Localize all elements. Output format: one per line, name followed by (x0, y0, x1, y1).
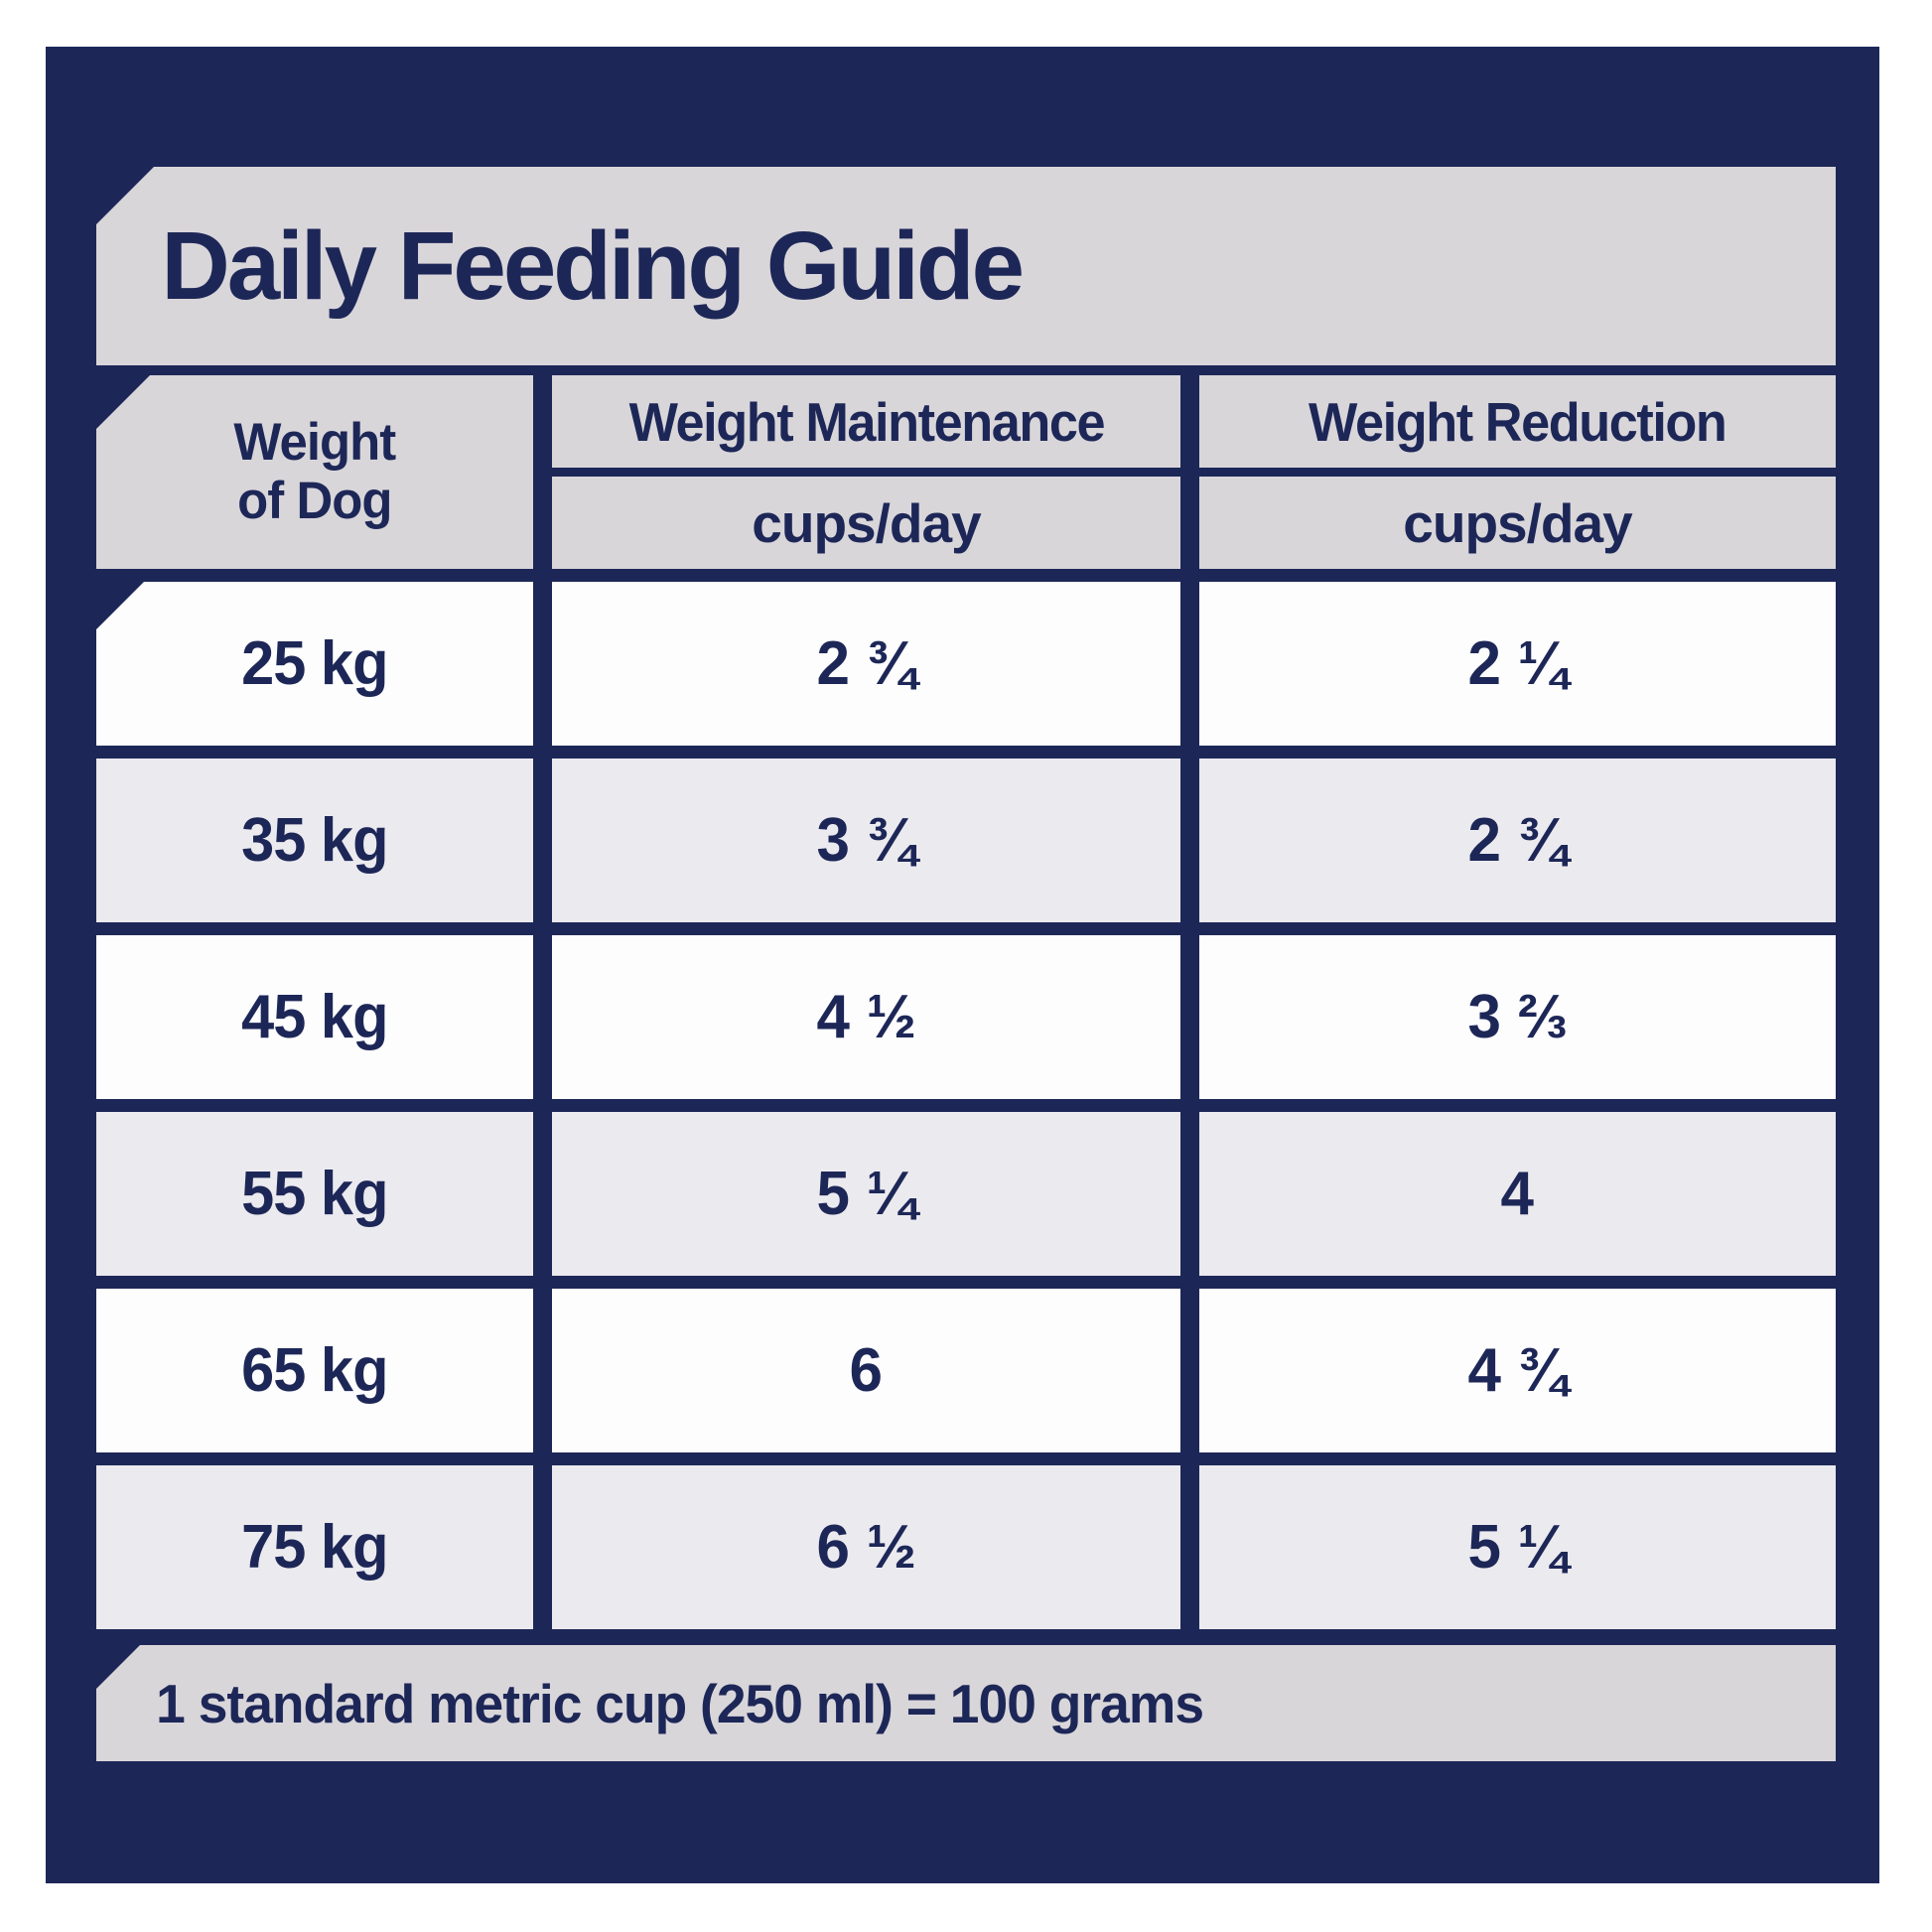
maintenance-value: 5 ¼ (816, 1160, 916, 1228)
feeding-table: Weight of Dog Weight Maintenance cups/da… (96, 375, 1836, 1629)
footer-note: 1 standard metric cup (250 ml) = 100 gra… (156, 1672, 1204, 1734)
maintenance-value: 3 ¾ (816, 806, 916, 875)
reduction-value: 5 ¼ (1467, 1513, 1568, 1582)
table-row-maintenance: 6 ½ (552, 1465, 1180, 1629)
weight-value: 65 kg (241, 1336, 388, 1405)
weight-of-dog-label: Weight of Dog (233, 413, 397, 530)
table-row-reduction: 2 ¾ (1199, 759, 1836, 922)
reduction-value: 4 (1500, 1160, 1535, 1228)
table-row-maintenance: 2 ¾ (552, 582, 1180, 746)
table-row-weight: 65 kg (96, 1289, 533, 1452)
header-weight-maintenance: Weight Maintenance cups/day (552, 375, 1180, 569)
weight-value: 25 kg (241, 629, 388, 698)
weight-value: 35 kg (241, 806, 388, 875)
weight-value: 55 kg (241, 1160, 388, 1228)
maintenance-unit-text: cups/day (752, 491, 981, 554)
table-row-maintenance: 3 ¾ (552, 759, 1180, 922)
weight-reduction-text: Weight Reduction (1309, 390, 1727, 453)
weight-of-dog-line1: Weight (233, 413, 397, 473)
reduction-value: 4 ¾ (1467, 1336, 1568, 1405)
footer-note-banner: 1 standard metric cup (250 ml) = 100 gra… (96, 1645, 1836, 1761)
reduction-unit-text: cups/day (1403, 491, 1632, 554)
table-row-weight: 75 kg (96, 1465, 533, 1629)
table-row-reduction: 2 ¼ (1199, 582, 1836, 746)
reduction-value: 2 ¼ (1467, 629, 1568, 698)
page-title: Daily Feeding Guide (161, 211, 1025, 320)
table-row-reduction: 3 ⅔ (1199, 935, 1836, 1099)
title-banner: Daily Feeding Guide (96, 167, 1836, 365)
table-row-reduction: 4 (1199, 1112, 1836, 1276)
maintenance-unit-label: cups/day (552, 477, 1180, 569)
header-weight-reduction: Weight Reduction cups/day (1199, 375, 1836, 569)
header-divider (552, 468, 1180, 477)
maintenance-value: 6 (849, 1336, 884, 1405)
table-row-maintenance: 4 ½ (552, 935, 1180, 1099)
table-row-weight: 25 kg (96, 582, 533, 746)
maintenance-value: 6 ½ (816, 1513, 916, 1582)
header-divider (1199, 468, 1836, 477)
header-weight-of-dog: Weight of Dog (96, 375, 533, 569)
weight-value: 45 kg (241, 983, 388, 1051)
navy-panel: Daily Feeding Guide Weight of Dog Weight… (46, 47, 1879, 1883)
weight-maintenance-text: Weight Maintenance (628, 390, 1105, 453)
weight-value: 75 kg (241, 1513, 388, 1582)
table-row-reduction: 4 ¾ (1199, 1289, 1836, 1452)
reduction-value: 2 ¾ (1467, 806, 1568, 875)
maintenance-value: 2 ¾ (816, 629, 916, 698)
weight-reduction-label: Weight Reduction (1199, 375, 1836, 468)
reduction-value: 3 ⅔ (1467, 983, 1568, 1051)
weight-maintenance-label: Weight Maintenance (552, 375, 1180, 468)
reduction-unit-label: cups/day (1199, 477, 1836, 569)
maintenance-value: 4 ½ (816, 983, 916, 1051)
table-row-weight: 55 kg (96, 1112, 533, 1276)
table-row-weight: 45 kg (96, 935, 533, 1099)
table-row-maintenance: 6 (552, 1289, 1180, 1452)
weight-of-dog-line2: of Dog (237, 471, 392, 530)
table-row-maintenance: 5 ¼ (552, 1112, 1180, 1276)
table-row-reduction: 5 ¼ (1199, 1465, 1836, 1629)
table-row-weight: 35 kg (96, 759, 533, 922)
